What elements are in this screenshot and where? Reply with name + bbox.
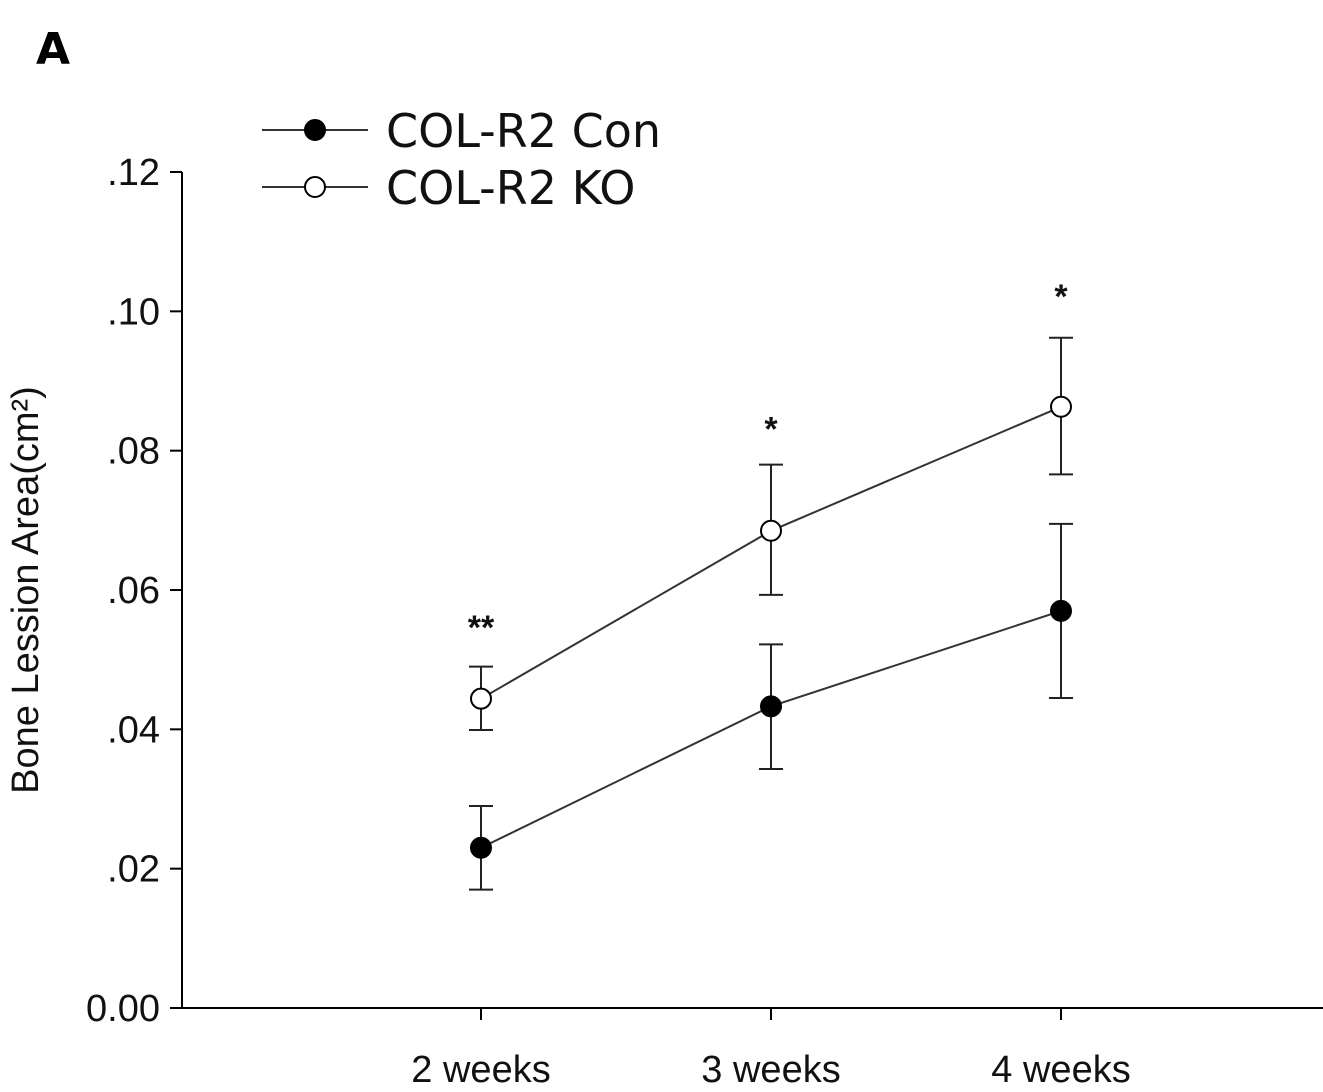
data-point bbox=[470, 836, 492, 859]
x-tick-label: 4 weeks bbox=[991, 1049, 1130, 1091]
series-ko bbox=[469, 336, 1073, 732]
panel-label: A bbox=[36, 24, 70, 75]
legend-marker bbox=[304, 176, 326, 198]
data-point bbox=[1050, 599, 1072, 622]
significance-label: * bbox=[764, 410, 778, 448]
y-tick-label: .10 bbox=[107, 291, 160, 333]
y-tick-label: .04 bbox=[107, 709, 160, 751]
y-tick-label: 0.00 bbox=[86, 988, 160, 1030]
series-layer bbox=[469, 336, 1073, 891]
data-point bbox=[470, 687, 492, 710]
data-point bbox=[760, 695, 782, 718]
y-tick-label: .08 bbox=[107, 431, 160, 473]
legend-label: COL-R2 Con bbox=[386, 104, 661, 158]
x-tick-label: 3 weeks bbox=[701, 1049, 840, 1091]
x-tick-label: 2 weeks bbox=[411, 1049, 550, 1091]
y-tick-label: .02 bbox=[107, 849, 160, 891]
legend-marker bbox=[304, 119, 326, 141]
y-tick-label: .12 bbox=[107, 152, 160, 194]
axes: 0.00 .02 .04 .06 .08 .10 .12 2 weeks 3 weeks 4 we… bbox=[5, 152, 1323, 1091]
series-con bbox=[469, 522, 1073, 891]
data-point bbox=[760, 519, 782, 542]
y-tick-label: .06 bbox=[107, 570, 160, 612]
significance-label: * bbox=[1054, 278, 1068, 316]
significance-label: ** bbox=[468, 609, 495, 647]
data-point bbox=[1050, 395, 1072, 418]
y-axis-label: Bone Lession Area(cm²) bbox=[5, 386, 47, 794]
legend-label: COL-R2 KO bbox=[386, 161, 635, 215]
annotation-layer: **** bbox=[468, 278, 1069, 647]
